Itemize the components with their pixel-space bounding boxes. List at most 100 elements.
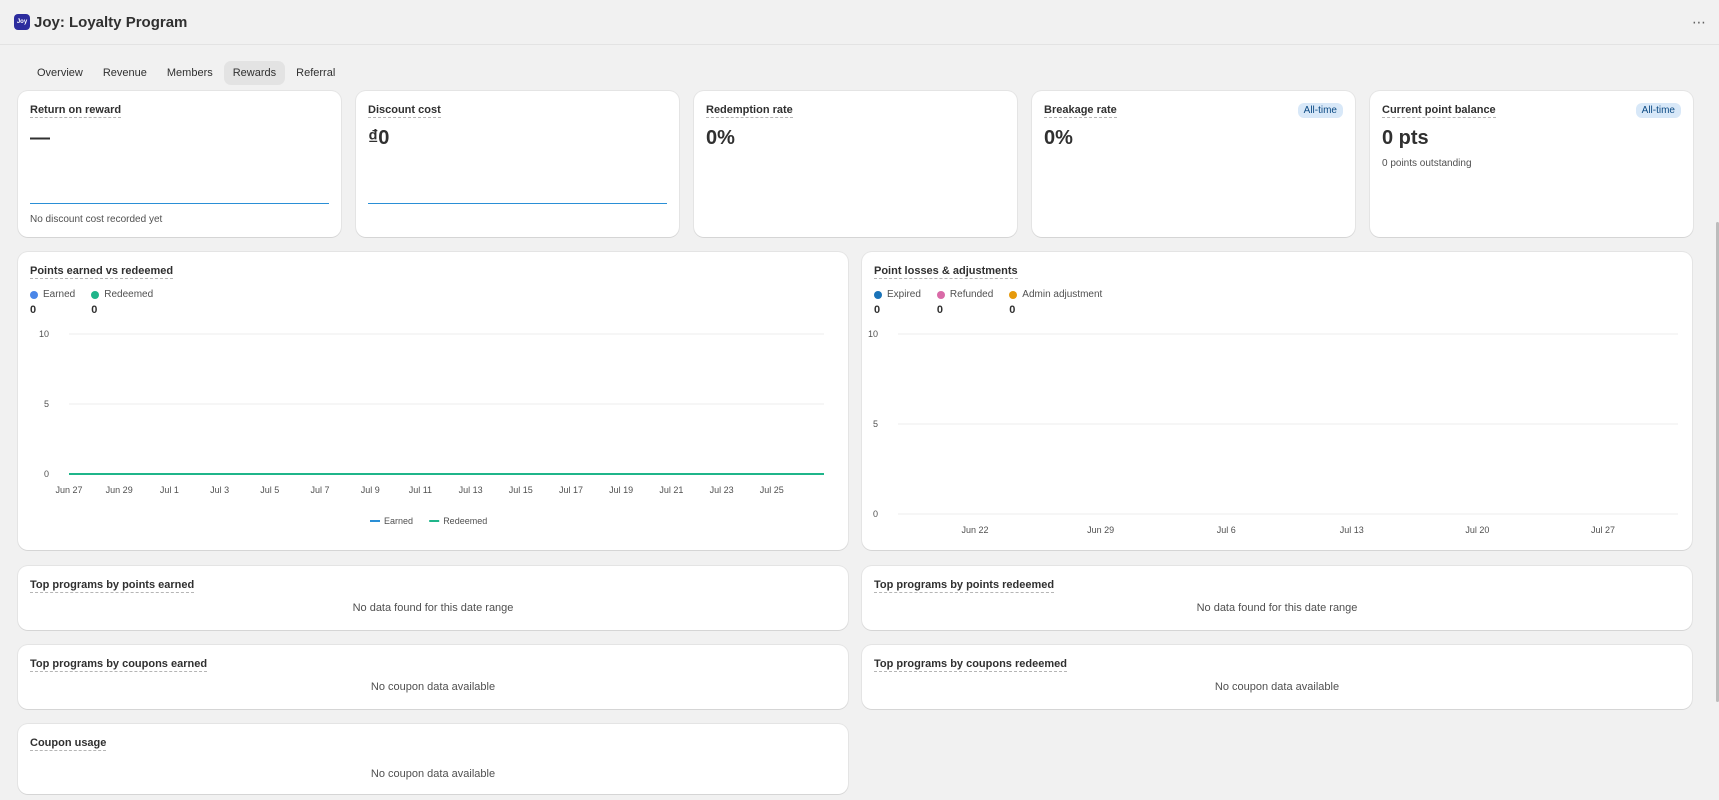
card-title[interactable]: Return on reward (30, 104, 122, 118)
y-tick-label: 0 (44, 469, 49, 479)
discount-cost-card: Discount cost ₫0 (356, 91, 679, 237)
card-title[interactable]: Breakage rate (1044, 104, 1117, 118)
card-title[interactable]: Top programs by coupons redeemed (874, 658, 1067, 672)
card-title[interactable]: Top programs by points earned (30, 579, 195, 593)
top-coupons-redeemed-card: Top programs by coupons redeemed No coup… (862, 645, 1692, 709)
x-tick-label: Jul 3 (210, 485, 229, 495)
redemption-rate-card: Redemption rate 0% (694, 91, 1017, 237)
legend-item-refunded[interactable]: Refunded 0 (936, 289, 994, 316)
app-title: Joy: Loyalty Program (34, 13, 188, 31)
card-title[interactable]: Top programs by points redeemed (874, 579, 1055, 593)
x-tick-label: Jul 27 (1591, 525, 1615, 535)
y-tick-label: 0 (873, 509, 878, 519)
legend-label: Redeemed (443, 516, 487, 526)
x-tick-label: Jul 1 (160, 485, 179, 495)
point-losses-card: Point losses & adjustments Expired 0 Ref… (862, 252, 1692, 550)
point-losses-chart[interactable]: 0 5 10 Jun 22 Jun 29 Jul 6 Jul 13 Jul 20 Jul 27 (862, 252, 1692, 550)
coupon-usage-card: Coupon usage No coupon data available (18, 724, 848, 794)
y-tick-label: 5 (44, 399, 49, 409)
card-title[interactable]: Current point balance (1382, 104, 1496, 118)
legend-item-earned[interactable]: Earned 0 (30, 289, 75, 316)
x-tick-label: Jun 29 (106, 485, 133, 495)
chart-legend: Expired 0 Refunded 0 Admin adjustment 0 (874, 289, 1102, 316)
app-header: Joy Joy: Loyalty Program ⋯ (0, 0, 1719, 45)
card-title[interactable]: Top programs by coupons earned (30, 658, 208, 672)
y-tick-label: 10 (39, 329, 49, 339)
top-points-earned-card: Top programs by points earned No data fo… (18, 566, 848, 630)
tab-revenue[interactable]: Revenue (102, 67, 147, 79)
x-tick-label: Jul 21 (659, 485, 683, 495)
card-title[interactable]: Discount cost (368, 104, 441, 118)
point-balance-card: Current point balance All-time 0 pts 0 p… (1370, 91, 1693, 237)
refunded-dot-icon (936, 290, 945, 299)
expired-dot-icon (874, 290, 882, 299)
tab-bar: Overview Revenue Members Rewards Referra… (28, 61, 344, 85)
more-actions-button[interactable]: ⋯ (1692, 14, 1706, 30)
metric-value: 0 pts (1382, 127, 1429, 149)
x-tick-label: Jul 13 (1340, 525, 1364, 535)
x-tick-label: Jul 6 (1217, 525, 1236, 535)
sparkline (30, 203, 329, 204)
chart-legend: Earned 0 Redeemed 0 (30, 289, 153, 316)
legend-label: Earned (43, 289, 76, 300)
x-tick-label: Jul 25 (760, 485, 784, 495)
card-title[interactable]: Redemption rate (706, 104, 793, 118)
admin-adjustment-dot-icon (1009, 290, 1018, 299)
legend-value: 0 (91, 304, 98, 316)
metric-value: — (30, 127, 50, 149)
card-title[interactable]: Point losses & adjustments (874, 265, 1018, 279)
x-tick-label: Jul 5 (260, 485, 279, 495)
tab-referral[interactable]: Referral (296, 67, 336, 79)
legend-label: Admin adjustment (1022, 289, 1103, 300)
legend-value: 0 (874, 304, 881, 316)
legend-label: Earned (384, 516, 413, 526)
x-tick-label: Jul 11 (409, 485, 432, 495)
legend-value: 0 (30, 304, 37, 316)
empty-state: No coupon data available (1214, 681, 1340, 693)
breakage-rate-card: Breakage rate All-time 0% (1032, 91, 1355, 237)
x-tick-label: Jun 22 (961, 525, 988, 535)
metric-note: No discount cost recorded yet (30, 214, 163, 225)
x-tick-label: Jul 19 (609, 485, 633, 495)
empty-state: No coupon data available (370, 681, 496, 693)
y-tick-label: 5 (873, 419, 878, 429)
earned-redeemed-chart[interactable]: 0 5 10 Jun 27 Jun 29 Jul 1 Jul 3 Jul 5 Jul 7 Jul … (18, 252, 848, 550)
legend-label: Refunded (949, 289, 994, 300)
tab-rewards[interactable]: Rewards (223, 61, 286, 85)
x-tick-label: Jul 13 (459, 485, 483, 495)
metric-value: ₫0 (368, 127, 390, 149)
sparkline (368, 203, 667, 204)
y-tick-label: 10 (868, 329, 878, 339)
redeemed-dot-icon (91, 290, 100, 299)
legend-item-admin-adjustment[interactable]: Admin adjustment 0 (1009, 289, 1102, 316)
top-coupons-earned-card: Top programs by coupons earned No coupon… (18, 645, 848, 709)
tab-members[interactable]: Members (166, 67, 213, 79)
empty-state: No coupon data available (370, 768, 496, 780)
legend-value: 0 (1009, 304, 1016, 316)
x-tick-label: Jun 27 (55, 485, 82, 495)
legend-value: 0 (936, 304, 944, 316)
card-title[interactable]: Coupon usage (30, 737, 107, 751)
x-tick-label: Jun 29 (1087, 525, 1114, 535)
x-tick-label: Jul 20 (1465, 525, 1489, 535)
legend-item-redeemed[interactable]: Redeemed 0 (91, 289, 153, 316)
x-tick-label: Jul 9 (361, 485, 380, 495)
legend-label: Redeemed (104, 289, 154, 300)
metric-value: 0% (1044, 127, 1073, 149)
app-logo: Joy (14, 14, 30, 30)
empty-state: No data found for this date range (352, 602, 514, 614)
x-tick-label: Jul 23 (710, 485, 734, 495)
card-title[interactable]: Points earned vs redeemed (30, 265, 174, 279)
empty-state: No data found for this date range (1196, 602, 1358, 614)
top-points-redeemed-card: Top programs by points redeemed No data … (862, 566, 1692, 630)
legend-item-expired[interactable]: Expired 0 (874, 289, 921, 316)
scrollbar[interactable] (1716, 222, 1719, 702)
x-tick-label: Jul 17 (559, 485, 583, 495)
all-time-badge: All-time (1635, 103, 1681, 118)
points-earned-vs-redeemed-card: Points earned vs redeemed Earned 0 Redee… (18, 252, 848, 550)
x-tick-label: Jul 15 (509, 485, 533, 495)
return-on-reward-card: Return on reward — No discount cost reco… (18, 91, 341, 237)
metric-value: 0% (706, 127, 735, 149)
legend-label: Expired (887, 289, 921, 300)
tab-overview[interactable]: Overview (37, 67, 83, 79)
